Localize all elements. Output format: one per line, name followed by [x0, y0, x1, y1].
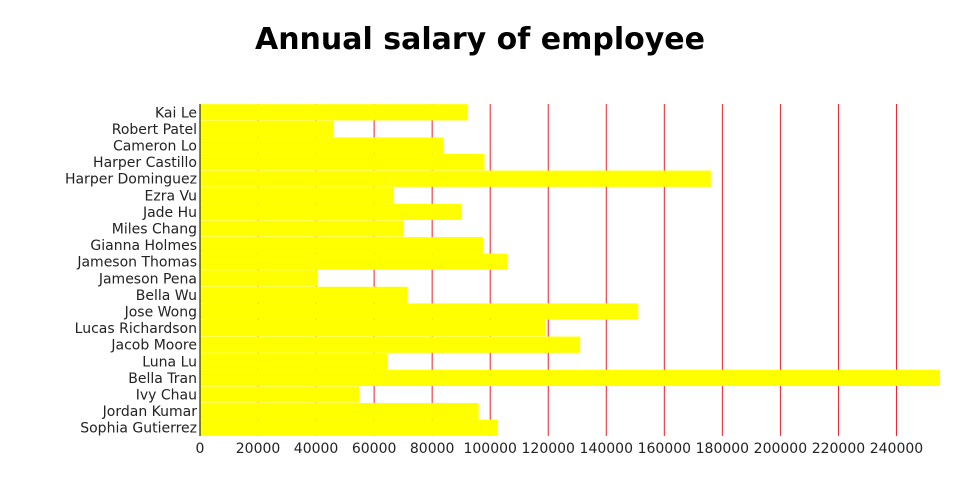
- bar: [200, 336, 581, 353]
- category-label: Miles Chang: [112, 222, 197, 238]
- category-label: Jose Wong: [124, 305, 197, 321]
- bar: [200, 236, 483, 254]
- x-tick-label: 220000: [812, 441, 865, 457]
- x-tick-label: 0: [196, 441, 205, 457]
- x-tick-label: 240000: [870, 441, 923, 457]
- category-label: Sophia Gutierrez: [80, 421, 197, 437]
- bar: [200, 120, 334, 138]
- x-tick-label: 200000: [754, 441, 807, 457]
- x-tick-label: 60000: [352, 441, 397, 457]
- chart-title: Annual salary of employee: [254, 22, 705, 57]
- x-tick-label: 180000: [696, 441, 749, 457]
- x-tick-label: 20000: [236, 441, 281, 457]
- category-label: Harper Castillo: [93, 155, 197, 171]
- x-tick-label: 120000: [522, 441, 575, 457]
- bar: [200, 386, 360, 403]
- bar: [200, 419, 498, 436]
- bar: [200, 203, 462, 221]
- category-label: Bella Wu: [136, 288, 197, 304]
- category-label: Ivy Chau: [136, 388, 197, 404]
- bar: [200, 369, 940, 387]
- category-label: Ezra Vu: [145, 188, 197, 204]
- bar: [200, 353, 388, 370]
- category-label: Gianna Holmes: [90, 238, 197, 254]
- category-label: Harper Dominguez: [65, 172, 197, 188]
- category-label: Lucas Richardson: [75, 321, 197, 337]
- bar: [200, 153, 485, 171]
- bar: [200, 187, 393, 204]
- category-label: Jade Hu: [142, 205, 197, 221]
- bar: [200, 402, 479, 420]
- bar: [200, 319, 546, 337]
- category-label: Jameson Thomas: [76, 255, 197, 271]
- x-tick-label: 140000: [580, 441, 633, 457]
- category-label: Jacob Moore: [110, 338, 197, 354]
- category-label: Bella Tran: [128, 371, 197, 387]
- category-label: Jameson Pena: [98, 271, 197, 287]
- bar: [200, 137, 444, 154]
- category-label: Jordan Kumar: [102, 404, 198, 420]
- category-label: Cameron Lo: [113, 139, 197, 155]
- category-label: Luna Lu: [142, 354, 197, 370]
- x-tick-label: 40000: [294, 441, 339, 457]
- bar: [200, 286, 408, 304]
- x-tick-label: 160000: [638, 441, 691, 457]
- bar: [200, 170, 711, 187]
- category-label: Robert Patel: [112, 122, 197, 138]
- bar: [200, 220, 404, 237]
- x-tick-label: 80000: [410, 441, 455, 457]
- category-label: Kai Le: [155, 105, 197, 121]
- x-tick-label: 100000: [463, 441, 516, 457]
- bar: [200, 303, 639, 320]
- bar: [200, 104, 467, 121]
- bar: [200, 253, 508, 270]
- bar: [200, 270, 318, 287]
